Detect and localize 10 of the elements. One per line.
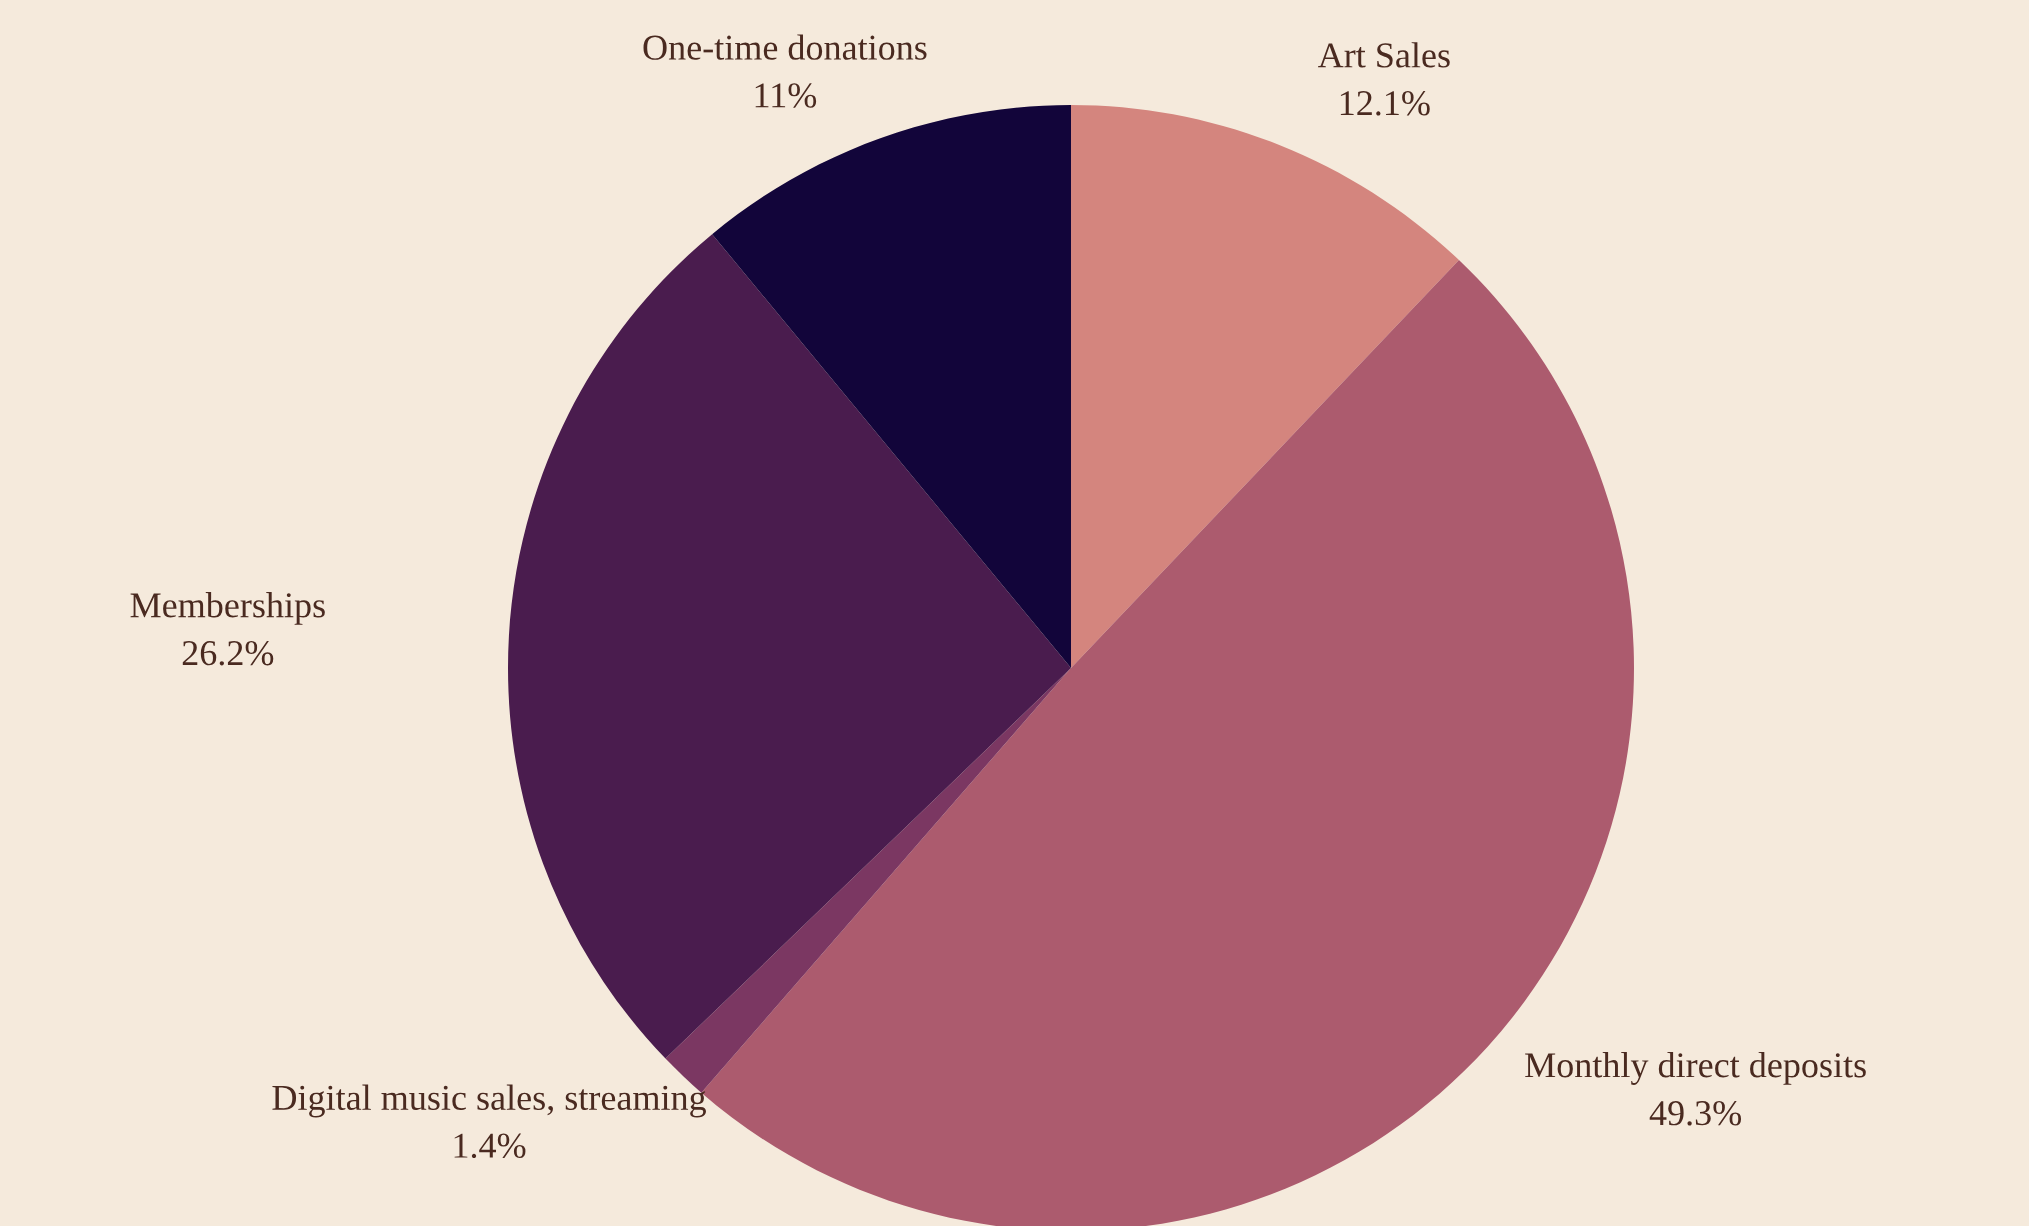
slice-label: Art Sales (1318, 42, 1450, 68)
data-label: 11% (755, 83, 817, 108)
data-label: 12.1% (1340, 91, 1430, 116)
data-label: 1.4% (454, 1133, 526, 1159)
data-label: 49.3% (1649, 1100, 1742, 1126)
slice-label: Monthly direct deposits (1525, 1052, 1866, 1085)
data-label: 26.2% (182, 640, 274, 666)
slice-label: Digital music sales, streaming (272, 1084, 706, 1118)
slice-label: Memberships (130, 592, 325, 625)
slice-label: One-time donations (643, 34, 927, 60)
